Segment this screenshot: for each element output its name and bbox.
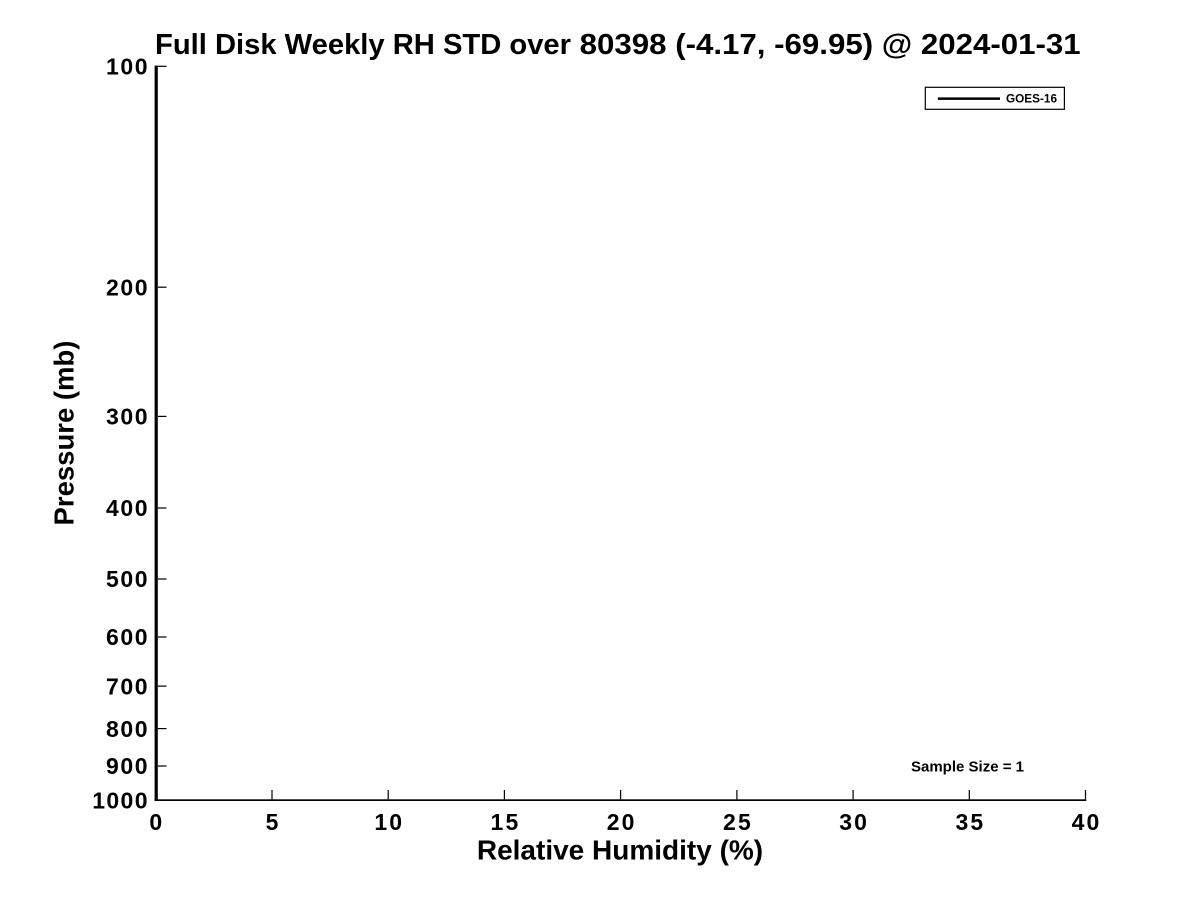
svg-text:900: 900	[106, 753, 148, 779]
svg-text:Relative Humidity (%): Relative Humidity (%)	[477, 835, 763, 866]
svg-text:35: 35	[955, 809, 983, 835]
svg-text:Pressure (mb): Pressure (mb)	[49, 341, 80, 526]
svg-text:500: 500	[106, 566, 148, 592]
svg-text:300: 300	[106, 404, 148, 430]
svg-text:0: 0	[149, 809, 162, 835]
svg-text:600: 600	[106, 624, 148, 650]
svg-text:700: 700	[106, 673, 148, 699]
svg-text:Full Disk Weekly RH STD over: Full Disk Weekly RH STD over	[155, 29, 571, 61]
svg-text:5: 5	[266, 809, 279, 835]
svg-text:400: 400	[106, 495, 148, 521]
svg-text:100: 100	[106, 54, 148, 80]
svg-text:GOES-16: GOES-16	[1006, 92, 1057, 106]
svg-text:800: 800	[106, 716, 148, 742]
svg-text:15: 15	[491, 809, 519, 835]
svg-text:1000: 1000	[92, 787, 147, 813]
svg-text:Sample Size = 1: Sample Size = 1	[911, 759, 1024, 776]
svg-text:25: 25	[723, 809, 751, 835]
svg-text:80398 (-4.17, -69.95) @ 2024-0: 80398 (-4.17, -69.95) @ 2024-01-31	[580, 29, 1081, 61]
svg-text:200: 200	[106, 274, 148, 300]
